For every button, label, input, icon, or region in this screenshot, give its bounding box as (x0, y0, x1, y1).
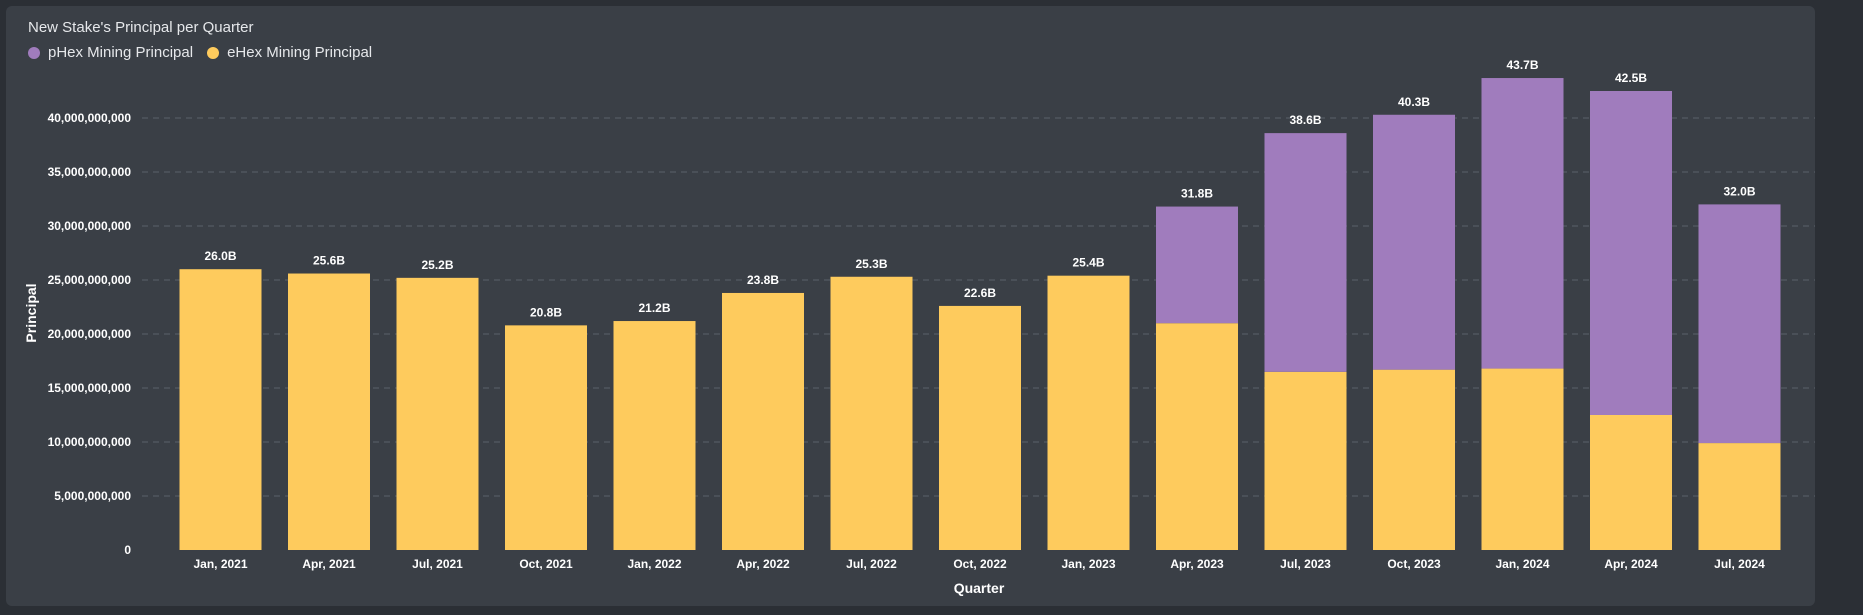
bar-ehex-0 (179, 269, 262, 550)
legend-label-phex: pHex Mining Principal (48, 44, 194, 61)
bar-total-label-14: 32.0B (1723, 184, 1755, 198)
bar-ehex-8 (1047, 275, 1130, 550)
bar-total-label-9: 31.8B (1181, 187, 1213, 201)
legend-item-ehex[interactable]: eHex Mining Principal (207, 44, 372, 61)
bar-ehex-4 (613, 321, 696, 550)
legend-dot-ehex-icon (207, 46, 220, 59)
bar-phex-9 (1156, 206, 1238, 324)
legend-label-ehex: eHex Mining Principal (227, 44, 373, 61)
bar-total-label-7: 22.6B (964, 286, 996, 300)
chart-title: New Stake's Principal per Quarter (28, 19, 254, 36)
x-tick-label-2: Jul, 2021 (412, 557, 463, 571)
x-tick-label-14: Jul, 2024 (1714, 557, 1765, 571)
y-tick-label-8: 40,000,000,000 (48, 111, 132, 125)
chart-legend: pHex Mining Principal eHex Mining Princi… (28, 44, 386, 61)
bar-total-label-1: 25.6B (313, 254, 345, 268)
bar-total-label-11: 40.3B (1398, 95, 1430, 109)
bar-ehex-3 (505, 325, 587, 550)
y-tick-label-7: 35,000,000,000 (48, 165, 132, 179)
bar-phex-14 (1698, 204, 1781, 444)
y-axis-label: Principal (23, 283, 39, 342)
bar-ehex-2 (396, 277, 479, 550)
bar-ehex-5 (722, 292, 804, 550)
bar-ehex-7 (939, 305, 1021, 550)
x-tick-label-0: Jan, 2021 (193, 557, 247, 571)
x-tick-label-3: Oct, 2021 (519, 557, 573, 571)
bar-ehex-12 (1481, 368, 1564, 550)
bar-total-label-4: 21.2B (638, 301, 670, 315)
bar-ehex-11 (1373, 369, 1455, 550)
legend-item-phex[interactable]: pHex Mining Principal (28, 44, 193, 61)
y-tick-label-0: 0 (124, 543, 131, 557)
bar-ehex-14 (1698, 443, 1781, 550)
bar-ehex-13 (1590, 415, 1672, 550)
x-tick-label-7: Oct, 2022 (953, 557, 1007, 571)
bar-total-label-8: 25.4B (1072, 256, 1104, 270)
legend-dot-phex-icon (28, 46, 40, 59)
x-tick-label-8: Jan, 2023 (1061, 557, 1115, 571)
x-tick-label-5: Apr, 2022 (736, 557, 790, 571)
bar-total-label-2: 25.2B (421, 258, 453, 272)
x-tick-label-10: Jul, 2023 (1280, 557, 1331, 571)
y-tick-label-3: 15,000,000,000 (48, 381, 132, 395)
x-tick-label-11: Oct, 2023 (1387, 557, 1441, 571)
y-tick-label-4: 20,000,000,000 (48, 327, 132, 341)
y-tick-label-5: 25,000,000,000 (48, 273, 132, 287)
bar-ehex-1 (288, 273, 370, 550)
bar-phex-12 (1481, 78, 1564, 369)
bar-total-label-3: 20.8B (530, 305, 562, 319)
bar-phex-10 (1264, 133, 1347, 372)
bar-total-label-0: 26.0B (204, 249, 236, 263)
x-tick-label-12: Jan, 2024 (1495, 557, 1549, 571)
x-tick-label-9: Apr, 2023 (1170, 557, 1224, 571)
bar-total-label-12: 43.7B (1506, 58, 1538, 72)
bar-phex-13 (1590, 91, 1672, 415)
bar-phex-11 (1373, 114, 1455, 370)
y-tick-label-2: 10,000,000,000 (48, 435, 132, 449)
bar-total-label-10: 38.6B (1289, 113, 1321, 127)
x-tick-label-1: Apr, 2021 (302, 557, 356, 571)
bar-total-label-5: 23.8B (747, 273, 779, 287)
bar-total-label-13: 42.5B (1615, 71, 1647, 85)
bar-total-label-6: 25.3B (855, 257, 887, 271)
x-tick-label-6: Jul, 2022 (846, 557, 897, 571)
y-tick-label-6: 30,000,000,000 (48, 219, 132, 233)
y-tick-label-1: 5,000,000,000 (54, 489, 131, 503)
bar-ehex-9 (1156, 323, 1238, 550)
bar-ehex-10 (1264, 371, 1347, 550)
x-axis-label: Quarter (954, 580, 1005, 596)
x-tick-label-13: Apr, 2024 (1604, 557, 1658, 571)
bar-ehex-6 (830, 276, 913, 550)
x-tick-label-4: Jan, 2022 (627, 557, 681, 571)
